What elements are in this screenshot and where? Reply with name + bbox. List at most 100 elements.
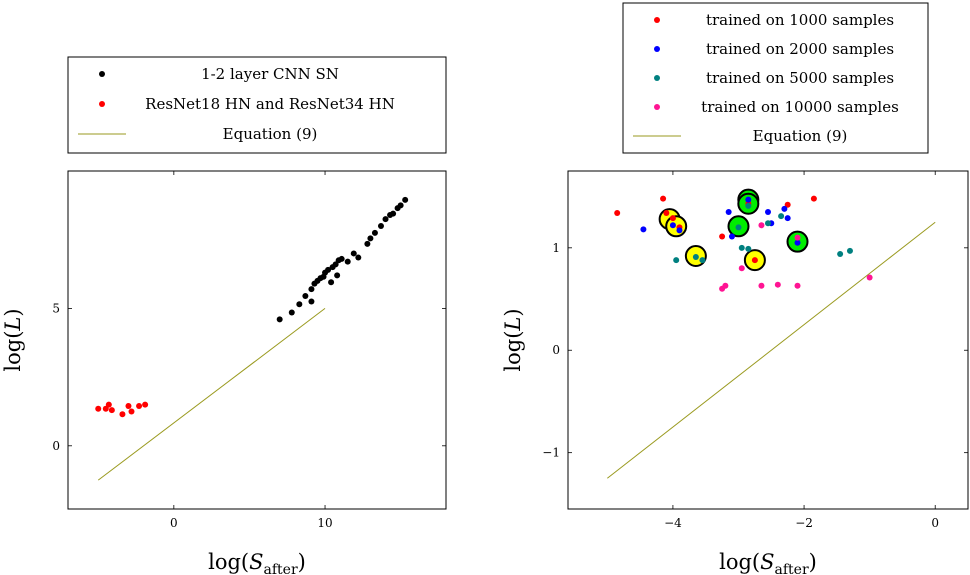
highlight-marker bbox=[665, 215, 688, 238]
point-1-2-layer-cnn-sn bbox=[371, 229, 378, 236]
series-line-equation-9 bbox=[97, 307, 326, 481]
plot-frame bbox=[67, 170, 447, 510]
point-trained-on-5000-samples bbox=[738, 244, 745, 251]
point-resnet18-hn-and-resnet34-hn bbox=[136, 402, 143, 409]
point-trained-on-5000-samples bbox=[745, 202, 752, 209]
legend-label-1-2-layer-cnn-sn: 1-2 layer CNN SN bbox=[201, 65, 339, 83]
point-trained-on-5000-samples bbox=[745, 245, 752, 252]
point-trained-on-2000-samples bbox=[669, 222, 676, 229]
y-tick-label: 0 bbox=[52, 439, 60, 453]
point-resnet18-hn-and-resnet34-hn bbox=[119, 411, 126, 418]
point-trained-on-10000-samples bbox=[738, 265, 745, 272]
point-trained-on-2000-samples bbox=[765, 208, 771, 215]
point-trained-on-1000-samples bbox=[663, 209, 670, 216]
legend-label-equation-9: Equation (9) bbox=[223, 125, 318, 143]
point-1-2-layer-cnn-sn bbox=[325, 266, 332, 273]
point-trained-on-5000-samples bbox=[735, 224, 742, 231]
point-trained-on-1000-samples bbox=[751, 257, 758, 264]
point-1-2-layer-cnn-sn bbox=[402, 196, 409, 203]
point-1-2-layer-cnn-sn bbox=[332, 261, 339, 268]
point-trained-on-10000-samples bbox=[794, 234, 801, 241]
legend-box bbox=[67, 56, 447, 154]
point-trained-on-1000-samples bbox=[660, 195, 667, 202]
point-resnet18-hn-and-resnet34-hn bbox=[125, 402, 132, 409]
legend-marker-trained-on-2000-samples bbox=[654, 46, 660, 52]
point-1-2-layer-cnn-sn bbox=[350, 250, 357, 257]
legend-box bbox=[622, 2, 929, 154]
legend-label-trained-on-1000-samples: trained on 1000 samples bbox=[706, 11, 894, 29]
point-trained-on-5000-samples bbox=[765, 220, 771, 227]
point-trained-on-2000-samples bbox=[784, 215, 791, 222]
point-1-2-layer-cnn-sn bbox=[276, 316, 283, 323]
point-1-2-layer-cnn-sn bbox=[397, 202, 404, 209]
point-trained-on-5000-samples bbox=[846, 247, 853, 254]
point-resnet18-hn-and-resnet34-hn bbox=[108, 407, 115, 414]
legend-label-trained-on-2000-samples: trained on 2000 samples bbox=[706, 40, 894, 58]
point-1-2-layer-cnn-sn bbox=[328, 279, 335, 286]
point-1-2-layer-cnn-sn bbox=[377, 222, 384, 229]
legend-marker-resnet18-hn-and-resnet34-hn bbox=[99, 101, 105, 107]
point-trained-on-1000-samples bbox=[669, 215, 676, 222]
point-1-2-layer-cnn-sn bbox=[296, 301, 303, 308]
point-1-2-layer-cnn-sn bbox=[308, 298, 315, 305]
plot-frame bbox=[567, 170, 969, 510]
point-resnet18-hn-and-resnet34-hn bbox=[105, 401, 112, 408]
x-tick-label: 0 bbox=[170, 516, 178, 530]
x-axis-label: log(Safter) bbox=[208, 550, 306, 575]
point-trained-on-10000-samples bbox=[794, 282, 801, 289]
point-1-2-layer-cnn-sn bbox=[308, 286, 315, 293]
legend-marker-trained-on-1000-samples bbox=[654, 17, 660, 23]
point-trained-on-10000-samples bbox=[758, 282, 765, 289]
point-trained-on-5000-samples bbox=[692, 254, 699, 261]
point-trained-on-1000-samples bbox=[810, 195, 817, 202]
point-trained-on-2000-samples bbox=[728, 233, 735, 240]
x-tick-label: −4 bbox=[664, 516, 682, 530]
point-trained-on-1000-samples bbox=[614, 209, 621, 216]
point-trained-on-5000-samples bbox=[778, 213, 785, 220]
point-trained-on-2000-samples bbox=[725, 208, 732, 215]
point-trained-on-10000-samples bbox=[758, 222, 765, 229]
y-tick-label: −1 bbox=[542, 446, 560, 460]
legend-label-equation-9: Equation (9) bbox=[753, 127, 848, 145]
point-resnet18-hn-and-resnet34-hn bbox=[142, 401, 149, 408]
y-tick-label: 0 bbox=[552, 343, 560, 357]
point-resnet18-hn-and-resnet34-hn bbox=[102, 405, 109, 412]
right-chart: trained on 1000 samples trained on 2000 s… bbox=[501, 2, 969, 575]
point-trained-on-2000-samples bbox=[781, 205, 788, 212]
point-trained-on-2000-samples bbox=[640, 226, 647, 233]
y-tick-label: 5 bbox=[52, 301, 60, 315]
x-axis-label: log(Safter) bbox=[719, 550, 817, 575]
x-tick-label: 0 bbox=[931, 516, 939, 530]
point-1-2-layer-cnn-sn bbox=[382, 216, 389, 223]
legend-marker-trained-on-5000-samples bbox=[654, 75, 660, 81]
point-1-2-layer-cnn-sn bbox=[364, 240, 371, 247]
x-tick-label: 10 bbox=[317, 516, 332, 530]
point-trained-on-1000-samples bbox=[784, 201, 791, 208]
left-chart: 1-2 layer CNN SN ResNet18 HN and ResNet34… bbox=[1, 56, 447, 575]
point-1-2-layer-cnn-sn bbox=[367, 235, 374, 242]
series-line-equation-9 bbox=[607, 221, 936, 479]
point-resnet18-hn-and-resnet34-hn bbox=[128, 408, 135, 415]
legend-marker-1-2-layer-cnn-sn bbox=[99, 71, 105, 77]
point-1-2-layer-cnn-sn bbox=[334, 272, 341, 279]
y-axis-label: log(L) bbox=[1, 308, 25, 371]
point-1-2-layer-cnn-sn bbox=[390, 210, 397, 217]
point-trained-on-5000-samples bbox=[699, 257, 706, 264]
x-tick-label: −2 bbox=[795, 516, 813, 530]
point-trained-on-10000-samples bbox=[774, 281, 781, 288]
point-resnet18-hn-and-resnet34-hn bbox=[95, 405, 102, 412]
point-trained-on-2000-samples bbox=[676, 227, 683, 234]
point-trained-on-10000-samples bbox=[866, 274, 873, 281]
point-trained-on-5000-samples bbox=[673, 257, 680, 264]
legend-label-resnet18-hn-and-resnet34-hn: ResNet18 HN and ResNet34 HN bbox=[145, 95, 395, 113]
point-trained-on-2000-samples bbox=[794, 239, 801, 246]
legend-marker-trained-on-10000-samples bbox=[654, 104, 660, 110]
point-1-2-layer-cnn-sn bbox=[288, 309, 295, 316]
point-trained-on-2000-samples bbox=[745, 196, 752, 203]
point-1-2-layer-cnn-sn bbox=[338, 255, 345, 262]
y-axis-label: log(L) bbox=[501, 308, 525, 371]
point-1-2-layer-cnn-sn bbox=[355, 254, 362, 261]
point-trained-on-5000-samples bbox=[837, 250, 844, 257]
point-trained-on-10000-samples bbox=[722, 282, 729, 289]
